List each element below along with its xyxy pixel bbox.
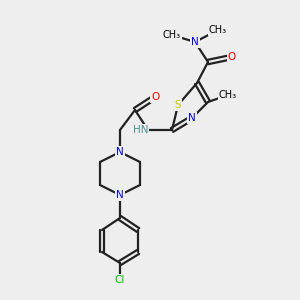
Text: S: S: [175, 100, 181, 110]
Text: N: N: [191, 37, 199, 47]
Text: HN: HN: [133, 125, 148, 135]
Text: CH₃: CH₃: [219, 90, 237, 100]
Text: N: N: [116, 190, 124, 200]
Text: Cl: Cl: [115, 275, 125, 285]
Text: O: O: [228, 52, 236, 62]
Text: N: N: [188, 113, 196, 123]
Text: CH₃: CH₃: [209, 25, 227, 35]
Text: N: N: [116, 147, 124, 157]
Text: O: O: [151, 92, 159, 102]
Text: CH₃: CH₃: [163, 30, 181, 40]
